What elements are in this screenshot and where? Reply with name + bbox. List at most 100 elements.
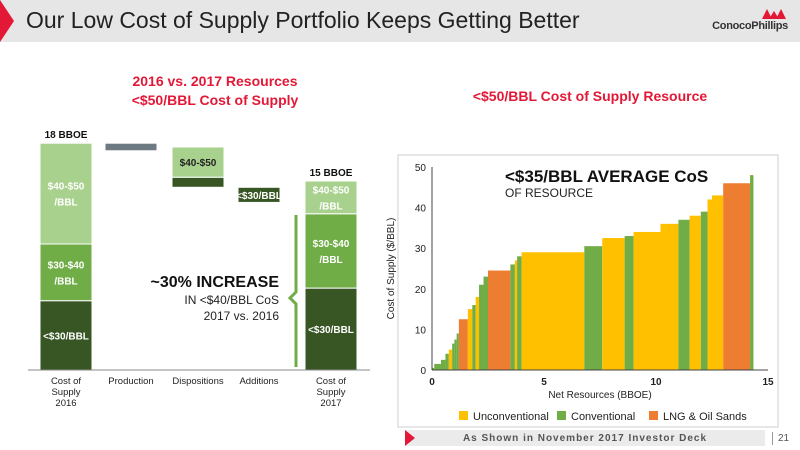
cos-step-bar [475, 296, 480, 370]
cos-step-bar [479, 284, 484, 370]
cos-chart-frame [397, 154, 779, 428]
waterfall-bar-segment [39, 142, 93, 245]
right-panel-title: <$50/BBL Cost of Supply Resource [472, 88, 708, 104]
cos-step-bar [514, 260, 518, 370]
cos-step-bar [454, 339, 457, 370]
waterfall-category-label: Dispositions [172, 376, 223, 387]
cos-x-tick-label: 5 [541, 377, 547, 388]
cos-step-bar [624, 236, 634, 370]
waterfall-segment-label: $40-$50 [313, 185, 350, 196]
cos-y-tick-label: 20 [415, 285, 427, 296]
waterfall-segment-label: /BBL [319, 201, 342, 212]
waterfall-segment-label: <$30/BBL [236, 191, 282, 202]
company-logo: ConocoPhillips [712, 9, 788, 32]
cos-average-headline: <$35/BBL AVERAGE CoS [505, 167, 708, 186]
waterfall-segment-label: /BBL [319, 255, 342, 266]
waterfall-category-label: Production [108, 376, 153, 387]
logo-wordmark: ConocoPhillips [712, 20, 788, 32]
waterfall-category-label: Additions [239, 376, 278, 387]
cos-y-tick-label: 0 [420, 366, 426, 377]
cos-step-bar [678, 219, 690, 370]
legend-label: LNG & Oil Sands [663, 411, 747, 423]
cos-y-tick-label: 50 [415, 163, 427, 174]
waterfall-bar-segment [171, 146, 225, 178]
waterfall-segment-label: $40-$50 [180, 158, 217, 169]
left-panel-title: 2016 vs. 2017 Resources <$50/BBL Cost of… [90, 72, 340, 110]
cos-step-bar [750, 175, 754, 370]
cos-y-axis-label: Cost of Supply ($/BBL) [386, 218, 397, 320]
increase-subline: 2017 vs. 2016 [204, 309, 280, 323]
cos-step-bar [723, 183, 751, 370]
cos-step-bar [440, 359, 446, 370]
cos-step-bar [521, 252, 585, 370]
cos-step-bar [712, 195, 724, 370]
waterfall-bar-segment [304, 180, 358, 215]
cos-step-bar [602, 238, 625, 370]
increase-subline: IN <$40/BBL CoS [184, 293, 279, 307]
cost-of-supply-chart: 0 5 10 15 0 10 20 30 40 50 Net Resources (BBOE) Cos… [386, 154, 779, 428]
cos-step-bar [689, 215, 701, 370]
waterfall-category-label: Supply [51, 387, 80, 398]
waterfall-bar-segment [304, 287, 358, 371]
footer-note: As Shown in November 2017 Investor Deck [462, 432, 708, 444]
waterfall-chart: <$30/BBL $30-$40/BBL $40-$50/BBL $40-$50 <$3… [28, 130, 370, 409]
waterfall-segment-label: /BBL [54, 198, 77, 209]
legend-swatch [557, 411, 566, 420]
waterfall-segment-label: /BBL [54, 276, 77, 287]
legend-swatch [459, 411, 468, 420]
legend-label: Conventional [571, 411, 635, 423]
waterfall-segment-label: $30-$40 [48, 260, 85, 271]
cos-step-bar [452, 343, 455, 370]
cos-step-bar [707, 199, 712, 370]
cos-x-tick-label: 15 [762, 377, 774, 388]
waterfall-bar-segment [104, 142, 158, 152]
increase-headline: ~30% INCREASE [151, 274, 280, 291]
cos-step-bar [434, 363, 441, 370]
cos-x-axis-label: Net Resources (BBOE) [548, 390, 651, 401]
legend-label: Unconventional [473, 411, 549, 423]
waterfall-category-label: 2017 [320, 398, 341, 409]
left-title-line2: <$50/BBL Cost of Supply [131, 92, 299, 108]
increase-bracket [287, 215, 298, 367]
waterfall-segment-label: <$30/BBL [308, 325, 354, 336]
waterfall-segment-label: $30-$40 [313, 239, 350, 250]
cos-step-bar [448, 349, 453, 370]
waterfall-category-label: Supply [316, 387, 345, 398]
cos-step-bar [467, 309, 473, 370]
cos-y-tick-label: 40 [415, 204, 427, 215]
cos-step-bar [510, 264, 515, 370]
waterfall-total-label: 15 BBOE [310, 168, 353, 179]
cos-step-bar [456, 333, 459, 370]
cos-step-bar [633, 231, 661, 370]
cos-y-tick-label: 10 [415, 325, 427, 336]
title-accent-marker [0, 0, 14, 42]
waterfall-bar-segment [304, 213, 358, 289]
cos-step-bar [483, 276, 488, 370]
logo-mark-icon [762, 9, 786, 19]
cos-step-bar [660, 223, 679, 370]
waterfall-segment-label: <$30/BBL [43, 331, 89, 342]
cos-x-tick-label: 10 [650, 377, 662, 388]
cos-step-bar [432, 367, 435, 370]
waterfall-category-label: 2016 [55, 398, 76, 409]
waterfall-category-label: Cost of [51, 376, 81, 387]
waterfall-bar-segment [237, 186, 281, 203]
waterfall-category-label: Cost of [316, 376, 346, 387]
cos-step-bar [488, 270, 511, 370]
page-number-divider [772, 432, 773, 445]
legend-swatch [649, 411, 658, 420]
page-number: 21 [778, 433, 790, 444]
cos-x-tick-label: 0 [429, 377, 435, 388]
cos-y-tick-label: 30 [415, 244, 427, 255]
footer-accent-marker [405, 430, 415, 446]
footer-bar: As Shown in November 2017 Investor Deck [405, 430, 765, 446]
cos-step-bar [517, 256, 522, 370]
title-bar: Our Low Cost of Supply Portfolio Keeps G… [0, 0, 800, 42]
page-title: Our Low Cost of Supply Portfolio Keeps G… [26, 7, 580, 33]
waterfall-total-label: 18 BBOE [45, 130, 88, 141]
cos-step-bar [584, 246, 603, 370]
cos-step-bar [458, 319, 468, 370]
waterfall-bar-segment [39, 243, 93, 302]
cos-step-bar [445, 353, 449, 370]
cos-step-bar [700, 211, 708, 370]
